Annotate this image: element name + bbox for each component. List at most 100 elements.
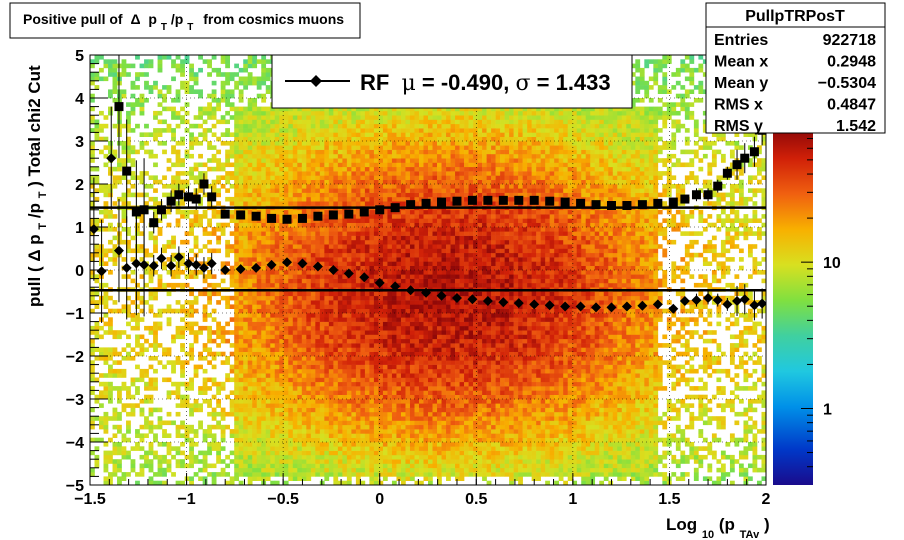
heatmap-cell <box>265 386 271 391</box>
heatmap-cell <box>279 166 285 172</box>
heatmap-cell <box>391 300 397 305</box>
heatmap-cell <box>306 334 312 340</box>
heatmap-cell <box>351 162 357 168</box>
heatmap-cell <box>126 411 131 417</box>
heatmap-cell <box>243 321 249 327</box>
heatmap-cell <box>148 59 154 64</box>
heatmap-cell <box>202 162 208 168</box>
heatmap-cell <box>103 136 109 142</box>
heatmap-cell <box>288 368 294 374</box>
heatmap-cell <box>391 381 397 387</box>
heatmap-cell <box>364 239 370 245</box>
heatmap-cell <box>243 459 249 464</box>
heatmap-cell <box>243 433 249 438</box>
heatmap-cell <box>351 442 357 447</box>
heatmap-cell <box>360 330 366 335</box>
heatmap-cell <box>337 209 343 215</box>
heatmap-cell <box>301 467 307 473</box>
heatmap-cell <box>238 93 244 99</box>
heatmap-cell <box>378 128 384 133</box>
heatmap-cell <box>180 373 185 378</box>
heatmap-cell <box>292 433 298 438</box>
heatmap-cell <box>252 424 258 430</box>
heatmap-cell <box>364 377 370 383</box>
heatmap-cell <box>333 467 339 473</box>
heatmap-cell <box>283 420 289 426</box>
heatmap-cell <box>256 321 262 327</box>
heatmap-cell <box>369 171 375 176</box>
heatmap-cell <box>310 325 316 331</box>
heatmap-cell <box>378 347 384 352</box>
heatmap-cell <box>328 128 334 133</box>
heatmap-cell <box>252 102 258 107</box>
heatmap-cell <box>319 463 325 469</box>
heatmap-cell <box>283 162 289 168</box>
heatmap-cell <box>207 106 212 112</box>
heatmap-cell <box>306 192 312 198</box>
heatmap-cell <box>261 437 267 443</box>
heatmap-cell <box>162 119 167 125</box>
heatmap-cell <box>252 162 258 168</box>
heatmap-cell <box>94 463 100 469</box>
heatmap-cell <box>364 330 370 335</box>
heatmap-cell <box>234 334 240 340</box>
heatmap-cell <box>238 257 244 262</box>
heatmap-cell <box>261 394 267 400</box>
heatmap-cell <box>396 231 402 236</box>
heatmap-cell <box>274 149 280 155</box>
heatmap-cell <box>265 467 271 473</box>
heatmap-cell <box>234 437 240 443</box>
heatmap-cell <box>306 373 312 378</box>
heatmap-cell <box>180 330 185 335</box>
heatmap-cell <box>360 166 366 172</box>
heatmap-cell <box>337 239 343 245</box>
heatmap-cell <box>216 300 221 305</box>
heatmap-cell <box>360 248 366 254</box>
heatmap-cell <box>247 420 253 426</box>
heatmap-cell <box>189 153 194 159</box>
heatmap-cell <box>279 222 285 228</box>
heatmap-cell <box>346 368 352 374</box>
heatmap-cell <box>274 136 280 142</box>
heatmap-cell <box>166 239 172 245</box>
heatmap-cell <box>378 356 384 361</box>
heatmap-cell <box>283 429 289 434</box>
heatmap-cell <box>166 377 172 383</box>
heatmap-cell <box>382 248 388 254</box>
heatmap-cell <box>355 433 361 438</box>
heatmap-cell <box>378 265 384 271</box>
heatmap-cell <box>391 278 397 284</box>
heatmap-cell <box>153 407 158 413</box>
heatmap-cell <box>265 317 271 322</box>
heatmap-cell <box>274 123 280 129</box>
heatmap-cell <box>256 132 262 137</box>
heatmap-cell <box>382 390 388 395</box>
heatmap-cell <box>306 347 312 352</box>
heatmap-cell <box>252 386 258 391</box>
heatmap-cell <box>148 399 154 404</box>
heatmap-cell <box>373 360 379 365</box>
heatmap-cell <box>283 467 289 473</box>
heatmap-cell <box>108 110 113 116</box>
heatmap-cell <box>315 467 321 473</box>
heatmap-cell <box>400 222 406 228</box>
heatmap-cell <box>94 59 100 64</box>
heatmap-cell <box>315 437 321 443</box>
heatmap-cell <box>270 227 276 232</box>
heatmap-cell <box>292 141 298 146</box>
heatmap-cell <box>301 356 307 361</box>
heatmap-cell <box>211 188 217 193</box>
heatmap-cell <box>247 239 253 245</box>
heatmap-cell <box>297 343 303 348</box>
heatmap-cell <box>324 399 330 404</box>
heatmap-cell <box>162 364 167 370</box>
heatmap-cell <box>175 222 181 228</box>
heatmap-cell <box>270 437 276 443</box>
heatmap-cell <box>103 416 109 421</box>
heatmap-cell <box>171 175 176 180</box>
heatmap-cell <box>90 141 95 146</box>
heatmap-cell <box>364 343 370 348</box>
heatmap-cell <box>333 446 339 451</box>
heatmap-cell <box>292 472 298 477</box>
heatmap-cell <box>211 132 217 137</box>
